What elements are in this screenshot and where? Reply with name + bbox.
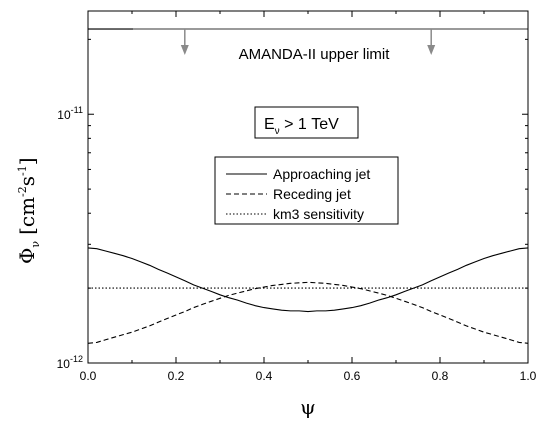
energy-threshold-label: Eν > 1 TeV	[264, 116, 339, 137]
legend-label-km3: km3 sensitivity	[273, 206, 364, 222]
amanda-upper-limit-label: AMANDA-II upper limit	[239, 46, 391, 63]
series-layer	[87, 247, 529, 344]
down-arrow-icon	[180, 45, 189, 56]
y-tick-label: 10-12	[57, 354, 83, 371]
energy-threshold-box: Eν > 1 TeV	[254, 106, 359, 139]
x-tick-label: 0.6	[344, 369, 361, 383]
legend-box	[214, 156, 399, 225]
x-tick-label: 0.4	[256, 369, 273, 383]
x-tick-label: 1.0	[520, 369, 537, 383]
down-arrow-icon	[427, 45, 436, 56]
series-line-approaching-jet	[87, 247, 529, 313]
x-tick-label: 0.0	[80, 369, 97, 383]
x-axis-title: ψ	[300, 395, 316, 419]
x-tick-label: 0.8	[432, 369, 449, 383]
amanda-upper-limit-marker	[88, 28, 528, 56]
series-line-receding-jet	[87, 281, 529, 344]
x-tick-label: 0.2	[168, 369, 185, 383]
y-tick-label: 10-11	[57, 105, 83, 122]
legend-label-approaching: Approaching jet	[273, 166, 370, 182]
legend: Approaching jet Receding jet km3 sensiti…	[214, 156, 399, 225]
y-axis-title: Φν[cm-2s-1]	[15, 157, 42, 264]
legend-label-receding: Receding jet	[273, 186, 351, 202]
tick-layer: 0.0 0.2 0.4 0.6 0.8 1.0 10-12 10-11	[57, 11, 537, 383]
